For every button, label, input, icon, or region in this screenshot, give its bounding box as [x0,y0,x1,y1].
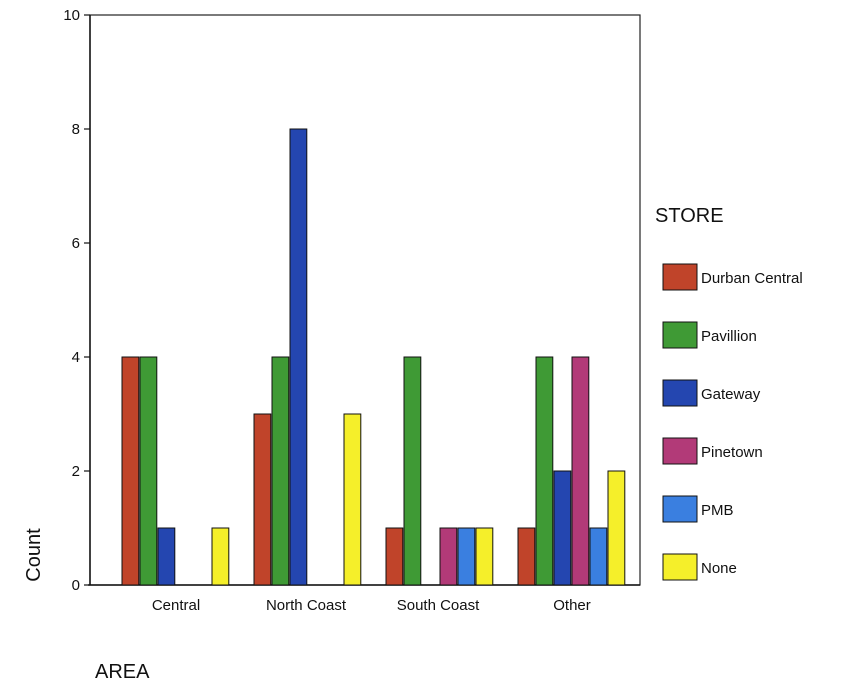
bar [271,356,290,586]
bar [553,470,572,586]
bar [457,527,476,586]
bar [139,356,158,586]
legend-swatch [662,437,698,465]
bar [289,128,308,586]
bar [607,470,626,586]
bar [535,356,554,586]
y-ticks: 0 2 4 6 8 10 [63,7,90,594]
x-tick-label: Central [152,597,200,614]
bar [385,527,404,586]
bar [475,527,494,586]
legend-swatch [662,263,698,291]
legend-label: PMB [701,502,734,519]
legend-label: Pavillion [701,328,757,345]
legend-swatch [662,553,698,581]
bars [121,128,626,586]
bar [517,527,536,586]
y-tick-label: 10 [63,7,80,24]
x-tick-label: Other [553,597,591,614]
legend: Durban Central Pavillion Gateway Pinetown PM… [662,263,803,581]
bar [211,527,230,586]
legend-swatch [662,379,698,407]
y-tick-label: 0 [72,577,80,594]
bar [253,413,272,586]
x-tick-label: South Coast [397,597,480,614]
bar [343,413,362,586]
bar [157,527,176,586]
legend-swatch [662,321,698,349]
x-tick-label: North Coast [266,597,347,614]
y-axis-title: Count [23,528,45,582]
legend-label: None [701,560,737,577]
x-axis-title: AREA [95,661,150,683]
y-tick-label: 2 [72,463,80,480]
legend-label: Durban Central [701,270,803,287]
x-categories: Central North Coast South Coast Other [152,597,591,614]
bar [589,527,608,586]
y-tick-label: 6 [72,235,80,252]
bar [439,527,458,586]
legend-label: Pinetown [701,444,763,461]
bar [121,356,140,586]
legend-title: STORE [655,205,724,227]
legend-swatch [662,495,698,523]
y-tick-label: 4 [72,349,80,366]
y-tick-label: 8 [72,121,80,138]
bar [403,356,422,586]
legend-label: Gateway [701,386,761,403]
bar [571,356,590,586]
